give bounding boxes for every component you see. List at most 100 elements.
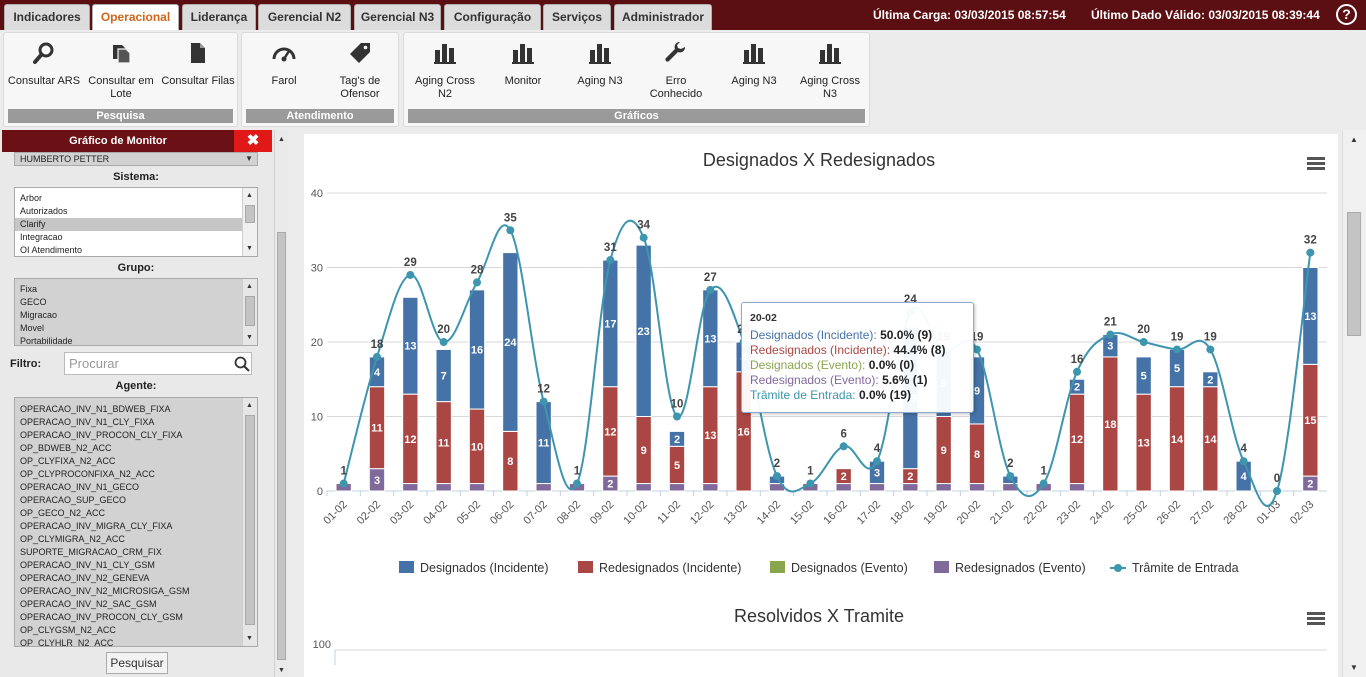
grupo-select-list[interactable]: Fixa GECO Migracao Movel Portabilidade ▲ ▼: [14, 278, 258, 346]
list-item[interactable]: GECO: [20, 297, 47, 307]
list-item[interactable]: OPERACAO_INV_N2_SAC_GSM: [20, 599, 157, 609]
agente-select-list[interactable]: OPERACAO_INV_N1_BDWEB_FIXA OPERACAO_INV_N…: [14, 397, 258, 647]
line-data-label: 1: [574, 466, 581, 478]
legend-item[interactable]: Designados (Evento): [770, 561, 908, 575]
list-item[interactable]: OP_CLYPROCONFIXA_N2_ACC: [20, 469, 155, 479]
list-item[interactable]: OPERACAO_INV_PROCON_CLY_GSM: [20, 612, 183, 622]
tab-administrador[interactable]: Administrador: [614, 4, 712, 30]
list-item[interactable]: Fixa: [20, 284, 38, 294]
scroll-up-icon[interactable]: ▲: [1350, 135, 1358, 144]
monitor-button[interactable]: Monitor: [485, 41, 561, 88]
scroll-down-icon[interactable]: ▼: [246, 635, 253, 642]
scroll-down-icon[interactable]: ▼: [246, 245, 253, 252]
list-item[interactable]: Arbor: [20, 193, 43, 203]
list-item[interactable]: Migracao: [20, 310, 58, 320]
x-tick-label: 28-02: [1221, 499, 1249, 527]
consultar-filas-button[interactable]: Consultar Filas: [160, 41, 236, 88]
sistema-label: Sistema:: [113, 171, 159, 183]
panel-scrollbar[interactable]: ▲ ▼: [274, 130, 288, 677]
tab-servi-os[interactable]: Serviços: [543, 4, 611, 30]
search-icon[interactable]: [234, 356, 250, 372]
aging-n3-button[interactable]: Aging N3: [562, 41, 638, 88]
list-item[interactable]: OPERACAO_INV_N2_GENEVA: [20, 573, 150, 583]
chevron-down-icon[interactable]: ▼: [245, 154, 253, 163]
list-item[interactable]: OPERACAO_INV_N1_GECO: [20, 482, 140, 492]
bar-data-label: 12: [1071, 434, 1083, 446]
page-scrollbar[interactable]: ▲ ▼: [1342, 130, 1366, 677]
bar-data-label: 11: [438, 438, 450, 450]
bar-data-label: 2: [1307, 479, 1313, 491]
list-item[interactable]: Movel: [20, 323, 45, 333]
list-item[interactable]: OPERACAO_INV_PROCON_CLY_FIXA: [20, 430, 183, 440]
top-select-list[interactable]: HUMBERTO PETTER ▼: [14, 152, 258, 166]
help-icon[interactable]: ?: [1336, 4, 1357, 25]
scroll-down-icon[interactable]: ▼: [278, 667, 285, 674]
scroll-up-icon[interactable]: ▲: [246, 192, 253, 199]
list-item[interactable]: OP_CLYFIXA_N2_ACC: [20, 456, 116, 466]
list-item[interactable]: OPERACAO_INV_N1_BDWEB_FIXA: [20, 404, 171, 414]
aging-cross-n3-button[interactable]: Aging Cross N3: [792, 41, 868, 101]
list-item[interactable]: OPERACAO_INV_N1_CLY_FIXA: [20, 417, 155, 427]
scrollbar[interactable]: ▲ ▼: [242, 188, 257, 256]
tags-ofensor-button[interactable]: Tag's de Ofensor: [322, 41, 398, 101]
scroll-up-icon[interactable]: ▲: [246, 283, 253, 290]
scroll-thumb[interactable]: [245, 296, 255, 326]
bar-data-label: 2: [1207, 374, 1213, 386]
y-tick-label: 100: [313, 639, 331, 651]
chart-menu-icon[interactable]: [1307, 612, 1325, 626]
list-item[interactable]: SUPORTE_MIGRACAO_CRM_FIX: [20, 547, 162, 557]
chart-menu-icon[interactable]: [1307, 157, 1325, 171]
scroll-down-icon[interactable]: ▼: [1350, 663, 1358, 672]
legend-item[interactable]: Redesignados (Incidente): [578, 561, 741, 575]
tab-configura-o[interactable]: Configuração: [444, 4, 541, 30]
list-item[interactable]: OP_CLYHLR_N2_ACC: [20, 638, 114, 647]
tab-lideran-a[interactable]: Liderança: [182, 4, 256, 30]
close-icon[interactable]: ✖: [234, 130, 272, 152]
scroll-down-icon[interactable]: ▼: [246, 334, 253, 341]
tab-indicadores[interactable]: Indicadores: [4, 4, 90, 30]
list-item[interactable]: OP_CLYGSM_N2_ACC: [20, 625, 116, 635]
consultar-em-lote-button[interactable]: Consultar em Lote: [83, 41, 159, 101]
sistema-select-list[interactable]: Arbor Autorizados Clarify Integracao OI Aten…: [14, 187, 258, 257]
x-tick-label: 04-02: [421, 499, 449, 527]
aging-cross-n2-button[interactable]: Aging Cross N2: [407, 41, 483, 101]
aging-n3-2-button[interactable]: Aging N3: [716, 41, 792, 88]
list-item[interactable]: Integracao: [20, 232, 63, 242]
list-item[interactable]: OPERACAO_INV_N2_MICROSIGA_GSM: [20, 586, 190, 596]
list-item[interactable]: OPERACAO_SUP_GECO: [20, 495, 127, 505]
y-tick-label: 40: [311, 188, 323, 200]
filter-search-input[interactable]: Procurar: [64, 352, 252, 375]
consultar-ars-button[interactable]: Consultar ARS: [6, 41, 82, 88]
list-item[interactable]: OI Atendimento: [20, 245, 83, 255]
scroll-up-icon[interactable]: ▲: [278, 136, 285, 143]
legend-item[interactable]: Trâmite de Entrada: [1110, 561, 1239, 575]
scroll-thumb[interactable]: [245, 415, 255, 625]
tab-gerencial-n3[interactable]: Gerencial N3: [354, 4, 441, 30]
pesquisar-button[interactable]: Pesquisar: [106, 652, 168, 674]
x-tick-label: 11-02: [655, 499, 683, 527]
scroll-up-icon[interactable]: ▲: [246, 402, 253, 409]
farol-button[interactable]: Farol: [246, 41, 322, 88]
list-item[interactable]: Clarify: [15, 218, 257, 231]
scroll-thumb[interactable]: [245, 205, 255, 223]
list-item[interactable]: Autorizados: [20, 206, 68, 216]
list-item[interactable]: OPERACAO_INV_MIGRA_CLY_FIXA: [20, 521, 173, 531]
scrollbar[interactable]: ▲ ▼: [242, 398, 257, 646]
consultar-ars-label: Consultar ARS: [7, 75, 81, 87]
erro-conhecido-button[interactable]: Erro Conhecido: [638, 41, 714, 101]
scroll-thumb[interactable]: [277, 232, 286, 660]
list-item[interactable]: Portabilidade: [20, 336, 73, 346]
tab-operacional[interactable]: Operacional: [92, 4, 179, 31]
legend-label: Redesignados (Evento): [955, 561, 1086, 575]
tab-gerencial-n2[interactable]: Gerencial N2: [258, 4, 351, 30]
list-item[interactable]: OP_BDWEB_N2_ACC: [20, 443, 112, 453]
list-item[interactable]: OP_CLYMIGRA_N2_ACC: [20, 534, 125, 544]
list-item[interactable]: HUMBERTO PETTER: [20, 154, 110, 164]
list-item[interactable]: OPERACAO_INV_N1_CLY_GSM: [20, 560, 155, 570]
legend-item[interactable]: Designados (Incidente): [399, 561, 549, 575]
scroll-thumb[interactable]: [1347, 212, 1361, 336]
list-item[interactable]: OP_GECO_N2_ACC: [20, 508, 106, 518]
line-data-label: 4: [1240, 443, 1247, 455]
scrollbar[interactable]: ▲ ▼: [242, 279, 257, 345]
legend-item[interactable]: Redesignados (Evento): [934, 561, 1086, 575]
